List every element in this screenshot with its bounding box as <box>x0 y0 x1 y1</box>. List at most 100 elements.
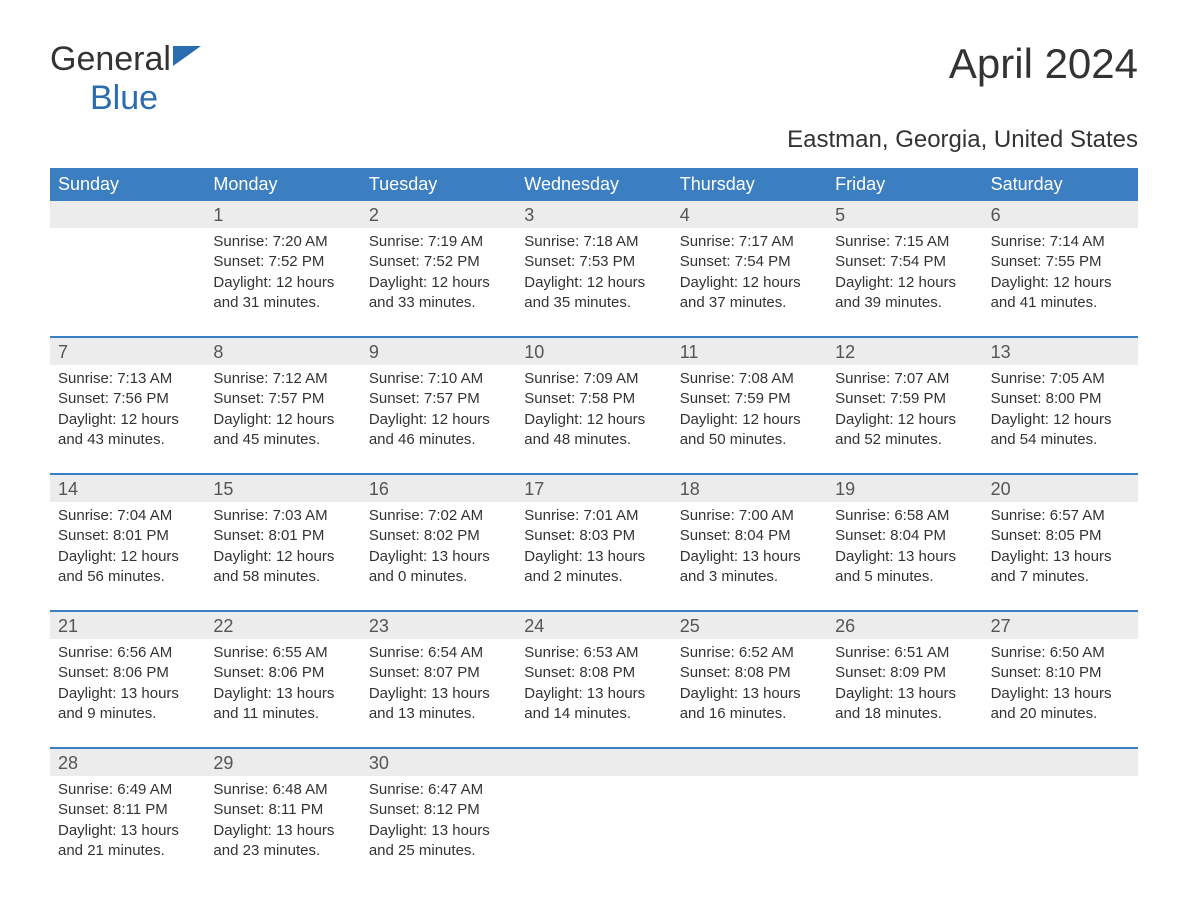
day-cell: Sunrise: 6:53 AMSunset: 8:08 PMDaylight:… <box>516 639 671 747</box>
day-number: 12 <box>827 338 982 365</box>
day-number <box>50 201 205 228</box>
daylight-text: Daylight: 12 hours and 54 minutes. <box>991 410 1130 451</box>
daylight-text: Daylight: 12 hours and 56 minutes. <box>58 547 197 588</box>
day-header-monday: Monday <box>205 168 360 201</box>
day-number: 21 <box>50 612 205 639</box>
sunrise-text: Sunrise: 6:54 AM <box>369 643 508 663</box>
sunset-text: Sunset: 8:08 PM <box>524 663 663 683</box>
sunset-text: Sunset: 7:54 PM <box>680 252 819 272</box>
daylight-text: Daylight: 13 hours and 0 minutes. <box>369 547 508 588</box>
sunset-text: Sunset: 7:57 PM <box>369 389 508 409</box>
daylight-text: Daylight: 13 hours and 9 minutes. <box>58 684 197 725</box>
sunrise-text: Sunrise: 7:09 AM <box>524 369 663 389</box>
day-cell: Sunrise: 6:49 AMSunset: 8:11 PMDaylight:… <box>50 776 205 884</box>
daylight-text: Daylight: 12 hours and 33 minutes. <box>369 273 508 314</box>
day-cell: Sunrise: 7:05 AMSunset: 8:00 PMDaylight:… <box>983 365 1138 473</box>
daylight-text: Daylight: 12 hours and 52 minutes. <box>835 410 974 451</box>
sunrise-text: Sunrise: 7:15 AM <box>835 232 974 252</box>
day-cell <box>983 776 1138 884</box>
day-number: 16 <box>361 475 516 502</box>
logo-part2: Blue <box>90 79 158 117</box>
daylight-text: Daylight: 12 hours and 39 minutes. <box>835 273 974 314</box>
daylight-text: Daylight: 12 hours and 48 minutes. <box>524 410 663 451</box>
sunrise-text: Sunrise: 7:03 AM <box>213 506 352 526</box>
day-cell <box>672 776 827 884</box>
sunrise-text: Sunrise: 7:08 AM <box>680 369 819 389</box>
daylight-text: Daylight: 12 hours and 41 minutes. <box>991 273 1130 314</box>
sunrise-text: Sunrise: 7:04 AM <box>58 506 197 526</box>
day-cell: Sunrise: 6:54 AMSunset: 8:07 PMDaylight:… <box>361 639 516 747</box>
day-header-tuesday: Tuesday <box>361 168 516 201</box>
day-header-wednesday: Wednesday <box>516 168 671 201</box>
day-cell: Sunrise: 7:14 AMSunset: 7:55 PMDaylight:… <box>983 228 1138 336</box>
day-number: 7 <box>50 338 205 365</box>
daylight-text: Daylight: 13 hours and 18 minutes. <box>835 684 974 725</box>
sunset-text: Sunset: 7:52 PM <box>213 252 352 272</box>
day-number: 5 <box>827 201 982 228</box>
sunrise-text: Sunrise: 6:57 AM <box>991 506 1130 526</box>
week-content-row: Sunrise: 7:20 AMSunset: 7:52 PMDaylight:… <box>50 228 1138 336</box>
day-number: 2 <box>361 201 516 228</box>
day-cell: Sunrise: 6:57 AMSunset: 8:05 PMDaylight:… <box>983 502 1138 610</box>
calendar: Sunday Monday Tuesday Wednesday Thursday… <box>50 168 1138 884</box>
sunset-text: Sunset: 7:52 PM <box>369 252 508 272</box>
sunrise-text: Sunrise: 6:53 AM <box>524 643 663 663</box>
daylight-text: Daylight: 13 hours and 16 minutes. <box>680 684 819 725</box>
daylight-text: Daylight: 13 hours and 3 minutes. <box>680 547 819 588</box>
day-number: 13 <box>983 338 1138 365</box>
daylight-text: Daylight: 12 hours and 35 minutes. <box>524 273 663 314</box>
day-cell: Sunrise: 7:17 AMSunset: 7:54 PMDaylight:… <box>672 228 827 336</box>
location: Eastman, Georgia, United States <box>50 126 1138 154</box>
logo-text: General Blue <box>50 40 203 118</box>
sunrise-text: Sunrise: 7:12 AM <box>213 369 352 389</box>
day-cell: Sunrise: 7:02 AMSunset: 8:02 PMDaylight:… <box>361 502 516 610</box>
sunrise-text: Sunrise: 6:55 AM <box>213 643 352 663</box>
daylight-text: Daylight: 12 hours and 43 minutes. <box>58 410 197 451</box>
day-cell: Sunrise: 6:50 AMSunset: 8:10 PMDaylight:… <box>983 639 1138 747</box>
day-cell: Sunrise: 7:19 AMSunset: 7:52 PMDaylight:… <box>361 228 516 336</box>
day-number: 19 <box>827 475 982 502</box>
sunset-text: Sunset: 8:06 PM <box>213 663 352 683</box>
day-cell: Sunrise: 7:07 AMSunset: 7:59 PMDaylight:… <box>827 365 982 473</box>
sunset-text: Sunset: 7:54 PM <box>835 252 974 272</box>
daylight-text: Daylight: 13 hours and 20 minutes. <box>991 684 1130 725</box>
day-number <box>983 749 1138 776</box>
day-header-friday: Friday <box>827 168 982 201</box>
sunset-text: Sunset: 7:59 PM <box>680 389 819 409</box>
sunrise-text: Sunrise: 7:18 AM <box>524 232 663 252</box>
sunset-text: Sunset: 8:03 PM <box>524 526 663 546</box>
day-cell: Sunrise: 7:20 AMSunset: 7:52 PMDaylight:… <box>205 228 360 336</box>
sunset-text: Sunset: 8:08 PM <box>680 663 819 683</box>
sunset-text: Sunset: 7:59 PM <box>835 389 974 409</box>
sunrise-text: Sunrise: 7:20 AM <box>213 232 352 252</box>
day-cell <box>827 776 982 884</box>
sunrise-text: Sunrise: 7:00 AM <box>680 506 819 526</box>
sunrise-text: Sunrise: 6:56 AM <box>58 643 197 663</box>
sunrise-text: Sunrise: 6:47 AM <box>369 780 508 800</box>
sunrise-text: Sunrise: 7:05 AM <box>991 369 1130 389</box>
sunrise-text: Sunrise: 6:50 AM <box>991 643 1130 663</box>
day-number: 30 <box>361 749 516 776</box>
sunrise-text: Sunrise: 6:51 AM <box>835 643 974 663</box>
day-number <box>516 749 671 776</box>
sunset-text: Sunset: 8:00 PM <box>991 389 1130 409</box>
day-cell: Sunrise: 7:03 AMSunset: 8:01 PMDaylight:… <box>205 502 360 610</box>
day-number: 6 <box>983 201 1138 228</box>
sunrise-text: Sunrise: 7:13 AM <box>58 369 197 389</box>
day-number: 26 <box>827 612 982 639</box>
day-number <box>827 749 982 776</box>
day-number: 23 <box>361 612 516 639</box>
day-number: 14 <box>50 475 205 502</box>
sunset-text: Sunset: 8:04 PM <box>835 526 974 546</box>
week-content-row: Sunrise: 6:49 AMSunset: 8:11 PMDaylight:… <box>50 776 1138 884</box>
logo-part1: General <box>50 40 171 78</box>
daylight-text: Daylight: 13 hours and 23 minutes. <box>213 821 352 862</box>
day-number: 27 <box>983 612 1138 639</box>
sunset-text: Sunset: 7:58 PM <box>524 389 663 409</box>
daylight-text: Daylight: 12 hours and 50 minutes. <box>680 410 819 451</box>
sunset-text: Sunset: 7:53 PM <box>524 252 663 272</box>
day-header-thursday: Thursday <box>672 168 827 201</box>
day-cell <box>516 776 671 884</box>
sunset-text: Sunset: 8:04 PM <box>680 526 819 546</box>
weeks-container: 123456Sunrise: 7:20 AMSunset: 7:52 PMDay… <box>50 201 1138 884</box>
